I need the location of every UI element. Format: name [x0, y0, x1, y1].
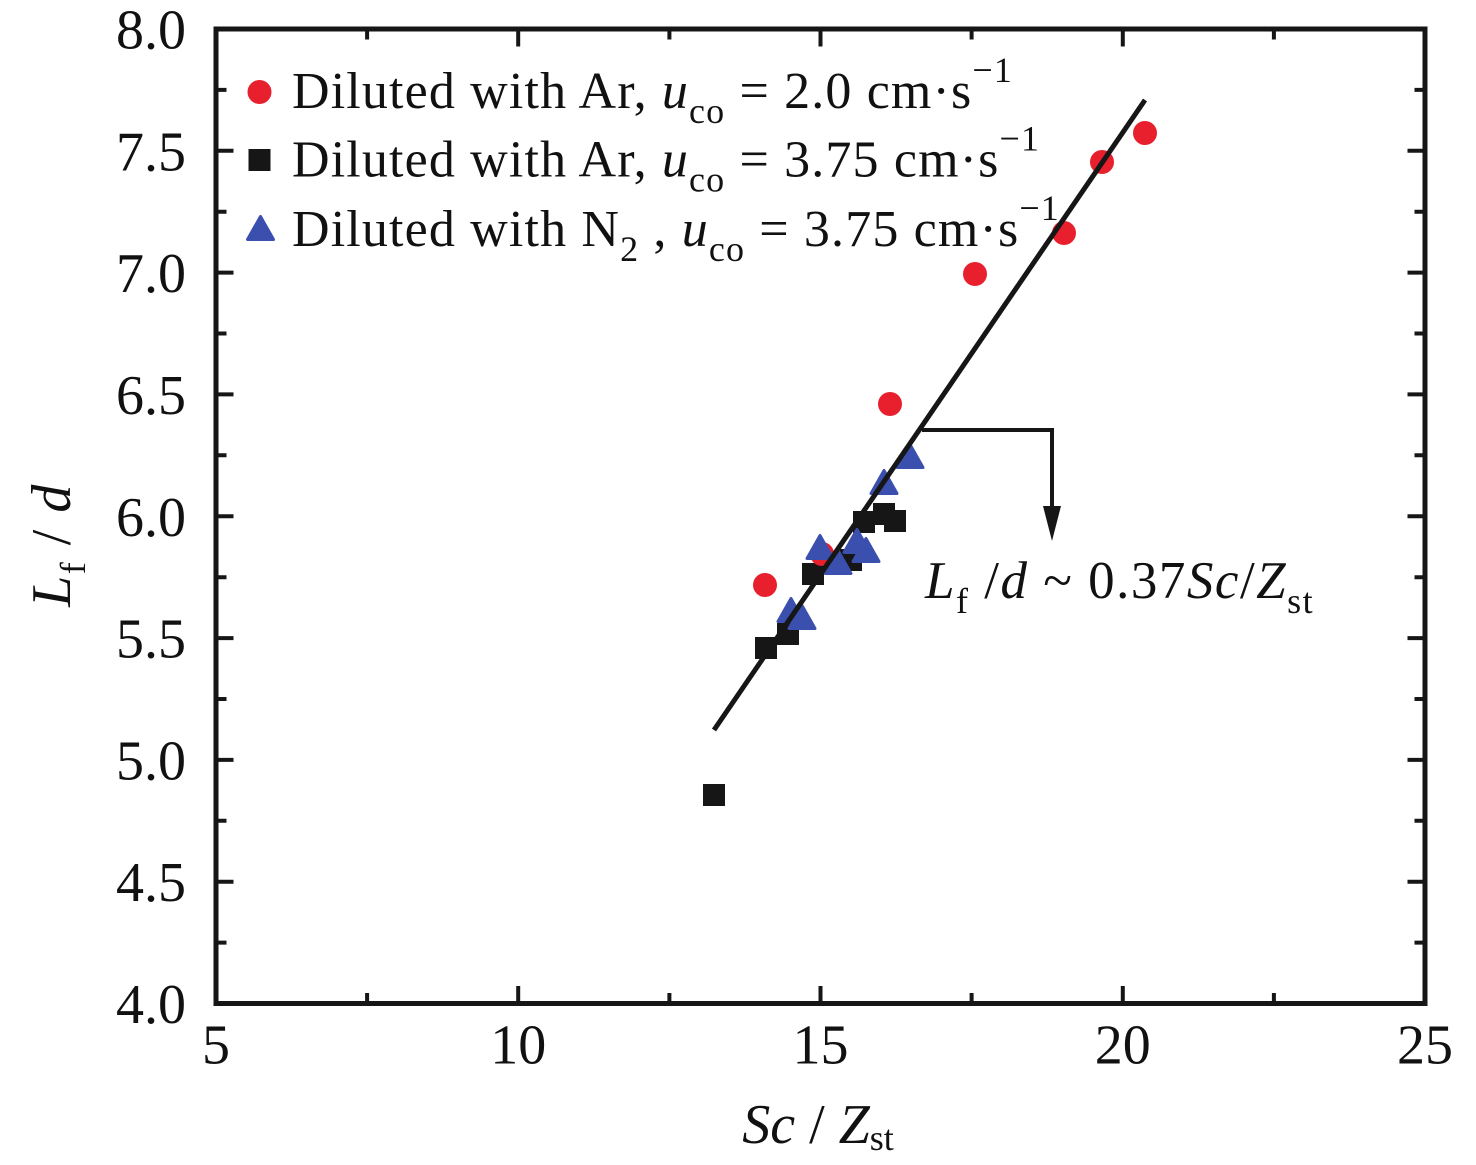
svg-text:Lf / d: Lf / d [21, 483, 93, 608]
svg-text:Diluted with Ar, uco = 2.0 cm·: Diluted with Ar, uco = 2.0 cm·s−1 [292, 50, 1013, 131]
svg-text:4.0: 4.0 [116, 974, 186, 1036]
svg-text:Sc / Zst: Sc / Zst [742, 1094, 894, 1158]
svg-text:10: 10 [490, 1015, 546, 1077]
svg-text:15: 15 [793, 1015, 849, 1077]
svg-text:5: 5 [202, 1015, 230, 1077]
svg-text:6.0: 6.0 [116, 487, 186, 549]
svg-text:25: 25 [1397, 1015, 1453, 1077]
svg-text:Diluted with N2 , uco = 3.75 c: Diluted with N2 , uco = 3.75 cm·s−1 [292, 188, 1060, 269]
svg-text:Diluted with Ar, uco = 3.75 cm: Diluted with Ar, uco = 3.75 cm·s−1 [292, 119, 1040, 200]
svg-text:4.5: 4.5 [116, 852, 186, 914]
svg-text:Lf /d ~ 0.37Sc/Zst: Lf /d ~ 0.37Sc/Zst [924, 552, 1314, 621]
svg-text:7.0: 7.0 [116, 243, 186, 305]
svg-text:5.5: 5.5 [116, 609, 186, 671]
svg-text:20: 20 [1095, 1015, 1151, 1077]
svg-text:5.0: 5.0 [116, 730, 186, 792]
svg-text:7.5: 7.5 [116, 121, 186, 183]
svg-text:8.0: 8.0 [116, 0, 186, 62]
svg-text:6.5: 6.5 [116, 365, 186, 427]
